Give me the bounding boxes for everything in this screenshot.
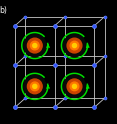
Circle shape (33, 44, 37, 48)
Circle shape (72, 84, 77, 88)
Circle shape (70, 82, 79, 91)
Circle shape (24, 34, 46, 57)
Circle shape (67, 79, 82, 94)
Circle shape (63, 34, 86, 57)
Circle shape (67, 38, 82, 53)
Circle shape (70, 41, 79, 50)
Circle shape (27, 38, 42, 53)
Circle shape (27, 79, 42, 94)
Circle shape (31, 41, 39, 50)
Text: b): b) (0, 6, 7, 16)
Circle shape (72, 44, 77, 48)
Circle shape (31, 82, 39, 91)
Circle shape (24, 75, 46, 97)
Circle shape (63, 75, 86, 97)
Circle shape (33, 84, 37, 88)
